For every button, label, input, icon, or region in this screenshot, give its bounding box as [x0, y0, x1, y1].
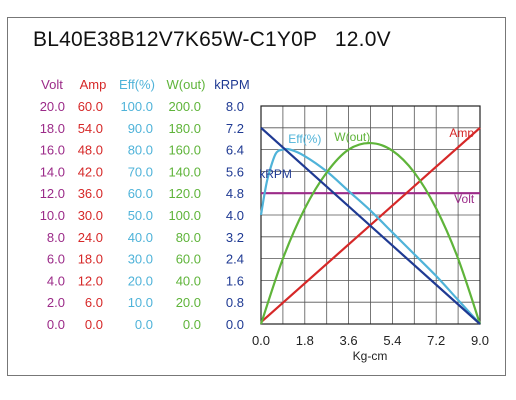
y-tick-label: 0.0 — [47, 317, 65, 332]
x-axis-label: Kg-cm — [353, 349, 388, 363]
y-tick-label: 2.4 — [226, 252, 244, 267]
y-tick-label: 18.0 — [40, 121, 65, 136]
y-axis-4: kRPM 0.0 0.8 1.6 2.4 3.2 4.0 4.8 5.6 6.4 7.2 8.0 — [214, 77, 249, 332]
chart-title: BL40E38B12V7K65W-C1Y0P 12.0V — [33, 28, 391, 51]
y-tick-label: 180.0 — [168, 121, 201, 136]
y-tick-label: 42.0 — [78, 164, 103, 179]
curve-label: Volt — [454, 192, 475, 206]
y-tick-label: 16.0 — [40, 143, 65, 158]
y-tick-label: 70.0 — [128, 164, 153, 179]
x-tick-label: 3.6 — [340, 333, 358, 348]
y-tick-label: 90.0 — [128, 121, 153, 136]
y-tick-label: 14.0 — [40, 164, 65, 179]
x-tick-label: 0.0 — [252, 333, 270, 348]
y-tick-label: 4.0 — [47, 273, 65, 288]
y-axis-0: Volt 0.0 2.0 4.0 6.0 8.0 10.0 12.0 14.0 16.0 18.0 2… — [40, 77, 65, 332]
y-tick-label: 2.0 — [47, 295, 65, 310]
y-tick-label: 4.0 — [226, 208, 244, 223]
y-axis-header: Amp — [80, 77, 107, 92]
y-axis-header: Volt — [41, 77, 63, 92]
y-tick-label: 6.4 — [226, 143, 244, 158]
y-tick-label: 20.0 — [176, 295, 201, 310]
y-tick-label: 6.0 — [47, 252, 65, 267]
y-tick-label: 60.0 — [128, 186, 153, 201]
y-tick-label: 8.0 — [47, 230, 65, 245]
y-axis-1: Amp 0.0 6.0 12.0 18.0 24.0 30.0 36.0 42.0 48.0 54.… — [78, 77, 107, 332]
y-tick-label: 40.0 — [128, 230, 153, 245]
y-tick-label: 0.0 — [183, 317, 201, 332]
y-axes: Volt 0.0 2.0 4.0 6.0 8.0 10.0 12.0 14.0 16.0 18.0 2… — [40, 77, 250, 332]
y-axis-2: Eff(%) 0.0 10.0 20.0 30.0 40.0 50.0 60.0 70.0 80.… — [119, 77, 155, 332]
y-tick-label: 20.0 — [128, 273, 153, 288]
series-line-wout — [259, 141, 482, 325]
y-tick-label: 80.0 — [128, 143, 153, 158]
y-tick-label: 200.0 — [168, 99, 201, 114]
y-tick-label: 60.0 — [78, 99, 103, 114]
y-tick-label: 0.0 — [135, 317, 153, 332]
y-tick-label: 10.0 — [128, 295, 153, 310]
y-tick-label: 30.0 — [78, 208, 103, 223]
y-tick-label: 0.8 — [226, 295, 244, 310]
y-tick-label: 24.0 — [78, 230, 103, 245]
y-tick-label: 60.0 — [176, 252, 201, 267]
y-tick-label: 50.0 — [128, 208, 153, 223]
x-tick-label: 7.2 — [427, 333, 445, 348]
series-lines — [259, 126, 482, 325]
y-axis-header: Eff(%) — [119, 77, 155, 92]
chart-frame — [7, 17, 506, 376]
y-tick-label: 10.0 — [40, 208, 65, 223]
y-tick-label: 12.0 — [78, 273, 103, 288]
y-tick-label: 100.0 — [120, 99, 153, 114]
y-tick-label: 48.0 — [78, 143, 103, 158]
y-tick-label: 40.0 — [176, 273, 201, 288]
y-tick-label: 0.0 — [85, 317, 103, 332]
curve-labels: Eff(%) W(out) Amp kRPM Volt — [259, 126, 475, 206]
curve-label: Eff(%) — [288, 132, 321, 146]
y-tick-label: 100.0 — [168, 208, 201, 223]
y-tick-label: 8.0 — [226, 99, 244, 114]
y-tick-label: 18.0 — [78, 252, 103, 267]
curve-label: kRPM — [259, 167, 292, 181]
y-tick-label: 54.0 — [78, 121, 103, 136]
y-tick-label: 0.0 — [226, 317, 244, 332]
y-tick-label: 30.0 — [128, 252, 153, 267]
curve-label: Amp — [449, 126, 474, 140]
y-tick-label: 80.0 — [176, 230, 201, 245]
y-tick-label: 140.0 — [168, 164, 201, 179]
y-tick-label: 6.0 — [85, 295, 103, 310]
x-tick-label: 5.4 — [383, 333, 401, 348]
y-tick-label: 3.2 — [226, 230, 244, 245]
y-tick-label: 1.6 — [226, 273, 244, 288]
y-tick-label: 12.0 — [40, 186, 65, 201]
series-line-krpm — [260, 126, 481, 325]
y-tick-label: 5.6 — [226, 164, 244, 179]
y-axis-header: kRPM — [214, 77, 249, 92]
y-tick-label: 4.8 — [226, 186, 244, 201]
x-axis: 0.0 1.8 3.6 5.4 7.2 9.0 Kg-cm — [252, 333, 489, 363]
y-axis-3: W(out) 0.0 20.0 40.0 60.0 80.0 100.0 120.0 140.0… — [167, 77, 206, 332]
curve-label: W(out) — [334, 130, 370, 144]
x-tick-label: 9.0 — [471, 333, 489, 348]
y-axis-header: W(out) — [167, 77, 206, 92]
x-tick-label: 1.8 — [296, 333, 314, 348]
y-tick-label: 7.2 — [226, 121, 244, 136]
y-tick-label: 20.0 — [40, 99, 65, 114]
y-tick-label: 120.0 — [168, 186, 201, 201]
y-tick-label: 36.0 — [78, 186, 103, 201]
y-tick-label: 160.0 — [168, 143, 201, 158]
